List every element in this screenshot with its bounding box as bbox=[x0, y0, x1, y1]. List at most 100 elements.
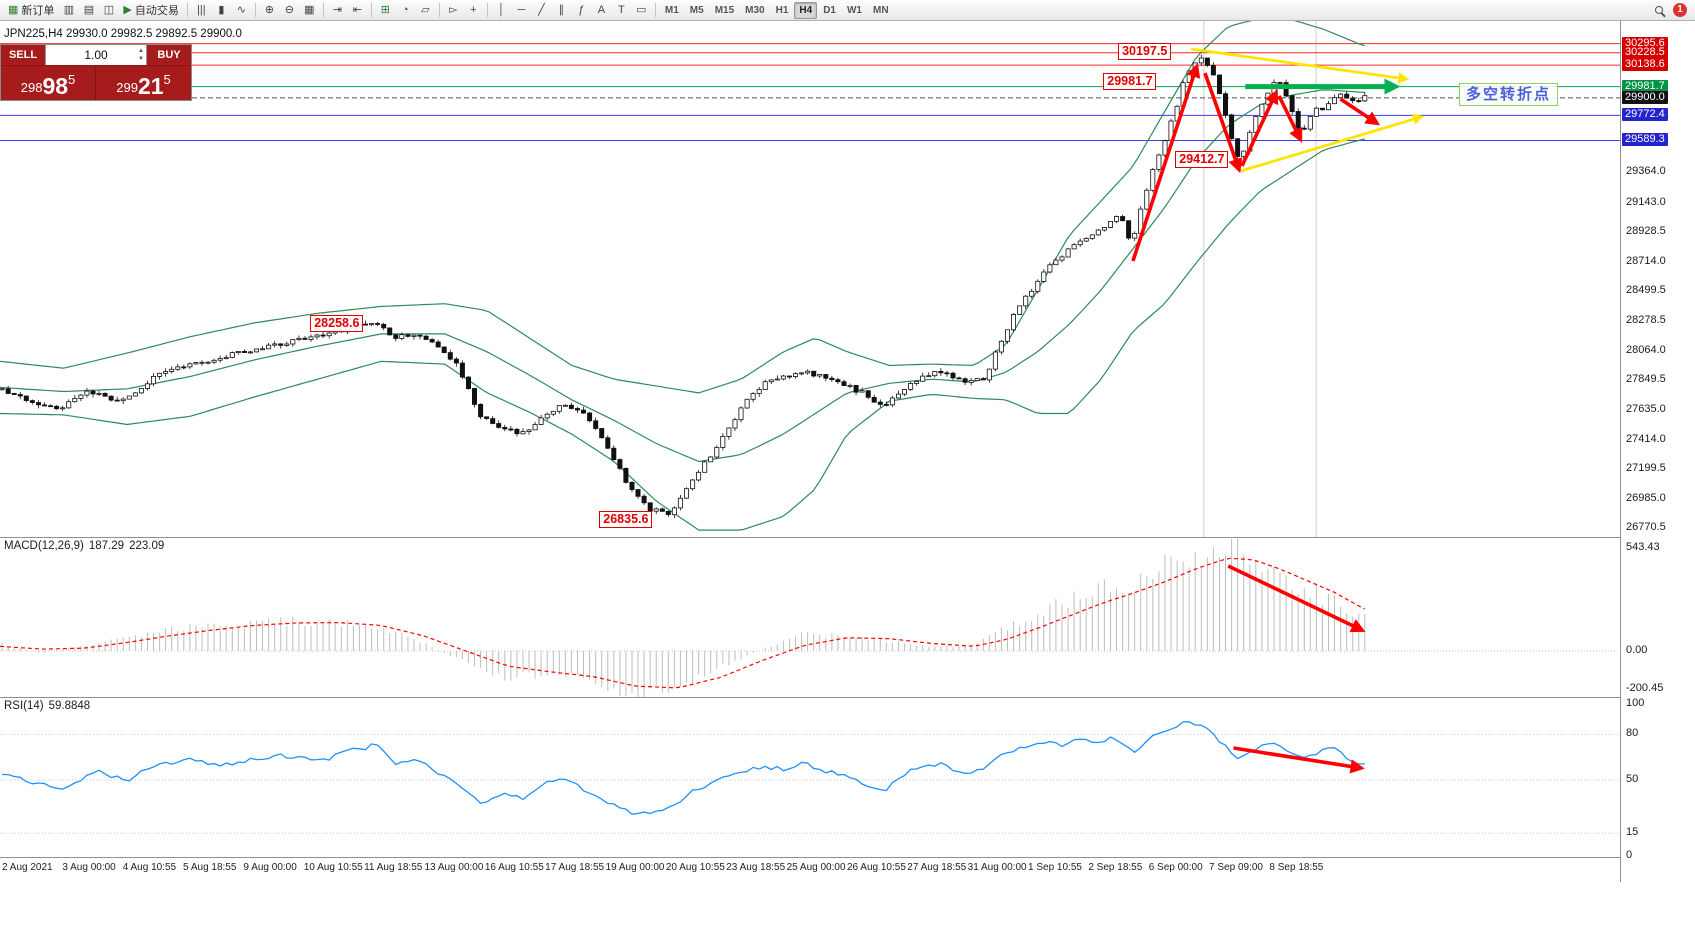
templates-icon: ▱ bbox=[421, 3, 430, 16]
price-callout[interactable]: 29412.7 bbox=[1175, 151, 1229, 168]
line-chart-button[interactable]: ∿ bbox=[232, 2, 251, 19]
zoom-in-icon: ⊕ bbox=[264, 3, 274, 16]
time-label: 2 Aug 2021 bbox=[2, 862, 53, 873]
price-axis[interactable]: 29364.0 29143.0 28928.5 28714.0 28499.5 28278… bbox=[1620, 21, 1695, 882]
timeframe-d1-button[interactable]: D1 bbox=[823, 4, 836, 16]
crosshair-button[interactable]: + bbox=[464, 2, 483, 19]
data-window-button[interactable]: ▤ bbox=[79, 2, 98, 19]
time-label: 27 Aug 18:55 bbox=[907, 862, 967, 873]
rsi-scale-label: 100 bbox=[1626, 697, 1645, 709]
timeframe-m5-button[interactable]: M5 bbox=[689, 4, 704, 16]
price-callout[interactable]: 30197.5 bbox=[1118, 43, 1172, 60]
timeframe-h1-button[interactable]: H1 bbox=[775, 4, 789, 16]
symbol-info: JPN225,H4 29930.0 29982.5 29892.5 29900.… bbox=[4, 28, 242, 40]
periods-icon: ◔ bbox=[402, 3, 409, 16]
horizontal-line-button[interactable]: ─ bbox=[512, 2, 531, 19]
rsi-canvas[interactable] bbox=[0, 698, 1620, 857]
buy-button[interactable]: BUY bbox=[147, 45, 191, 65]
red-arrow[interactable] bbox=[1131, 62, 1201, 262]
red-arrow[interactable] bbox=[1203, 72, 1243, 174]
buy-price-base: 299 bbox=[116, 80, 138, 95]
turning-point-note[interactable]: 多空转折点 bbox=[1459, 83, 1559, 106]
price-scale-label: 29143.0 bbox=[1626, 196, 1666, 208]
bar-chart-icon: ||| bbox=[197, 3, 206, 16]
new-order-icon: ▦ bbox=[8, 3, 19, 16]
macd-canvas[interactable] bbox=[0, 538, 1620, 697]
market-watch-button[interactable]: ▥ bbox=[59, 2, 78, 19]
search-button[interactable] bbox=[1649, 2, 1668, 19]
candlestick-chart-button[interactable]: ▮ bbox=[212, 2, 231, 19]
notification-badge[interactable]: 1 bbox=[1673, 3, 1687, 17]
navigator-button[interactable]: ◫ bbox=[99, 2, 118, 19]
horizontal-level-lines[interactable] bbox=[0, 43, 1620, 141]
red-arrow[interactable] bbox=[1240, 89, 1279, 167]
time-axis[interactable]: 2 Aug 2021 3 Aug 00:00 4 Aug 10:55 5 Aug 18… bbox=[0, 857, 1620, 882]
sell-price[interactable]: 298 98 5 bbox=[1, 66, 96, 100]
buy-price[interactable]: 299 21 5 bbox=[96, 66, 191, 100]
periods-button[interactable]: ◔ bbox=[396, 2, 415, 19]
red-arrow[interactable] bbox=[1233, 746, 1365, 774]
timeframe-w1-button[interactable]: W1 bbox=[846, 4, 862, 16]
bar-chart-button[interactable]: ||| bbox=[192, 2, 211, 19]
fibonacci-button[interactable]: ƒ bbox=[572, 2, 591, 19]
timeframe-h4-button[interactable]: H4 bbox=[794, 1, 818, 19]
cursor-button[interactable]: ▻ bbox=[444, 2, 463, 19]
navigator-icon: ◫ bbox=[103, 3, 115, 16]
volume-input[interactable]: 1.00 ▲ ▼ bbox=[45, 45, 147, 65]
volume-spinner[interactable]: ▲ ▼ bbox=[138, 47, 144, 63]
sell-button[interactable]: SELL bbox=[1, 45, 45, 65]
templates-button[interactable]: ▱ bbox=[416, 2, 435, 19]
sell-price-sup: 5 bbox=[68, 72, 76, 87]
main-chart-canvas[interactable] bbox=[0, 21, 1620, 537]
text-button[interactable]: A bbox=[592, 2, 611, 19]
tile-windows-button[interactable]: ▦ bbox=[300, 2, 319, 19]
yellow-trendline[interactable] bbox=[1240, 113, 1425, 173]
red-arrow[interactable] bbox=[1277, 95, 1303, 143]
price-callout[interactable]: 28258.6 bbox=[310, 315, 364, 332]
red-arrow[interactable] bbox=[1227, 564, 1366, 633]
buy-price-sup: 5 bbox=[163, 72, 171, 87]
bid-price-flag: 29900.0 bbox=[1622, 91, 1668, 104]
price-scale-label: 27849.5 bbox=[1626, 373, 1666, 385]
channel-button[interactable]: ∥ bbox=[552, 2, 571, 19]
data-window-icon: ▤ bbox=[83, 3, 95, 16]
label-button[interactable]: T bbox=[612, 2, 631, 19]
channel-icon: ∥ bbox=[558, 3, 565, 16]
trendline-button[interactable]: ╱ bbox=[532, 2, 551, 19]
yellow-trendline[interactable] bbox=[1190, 47, 1410, 84]
price-line-flag: 29589.3 bbox=[1622, 133, 1668, 146]
macd-signal-line bbox=[0, 557, 1365, 689]
price-scale-label: 28064.0 bbox=[1626, 344, 1666, 356]
indicators-button[interactable]: ⊞ bbox=[376, 2, 395, 19]
timeframe-m15-button[interactable]: M15 bbox=[714, 4, 735, 16]
chart-shift-button[interactable]: ⇤ bbox=[348, 2, 367, 19]
time-label: 5 Aug 18:55 bbox=[183, 862, 237, 873]
timeframe-m1-button[interactable]: M1 bbox=[664, 4, 679, 16]
price-callout[interactable]: 26835.6 bbox=[599, 511, 653, 528]
auto-scroll-button[interactable]: ⇥ bbox=[328, 2, 347, 19]
time-label: 31 Aug 00:00 bbox=[967, 862, 1027, 873]
zoom-out-button[interactable]: ⊖ bbox=[280, 2, 299, 19]
vertical-line-icon: │ bbox=[497, 3, 505, 16]
shapes-icon: ▭ bbox=[636, 3, 647, 16]
autotrading-button[interactable]: ▶ 自动交易 bbox=[119, 2, 182, 19]
shapes-button[interactable]: ▭ bbox=[632, 2, 651, 19]
macd-scale-label: 543.43 bbox=[1626, 541, 1660, 553]
timeframe-m30-button[interactable]: M30 bbox=[745, 4, 765, 16]
red-arrow[interactable] bbox=[1339, 97, 1381, 126]
macd-label: MACD(12,26,9) bbox=[4, 540, 84, 552]
price-callout[interactable]: 29981.7 bbox=[1103, 73, 1157, 90]
spin-down-icon[interactable]: ▼ bbox=[138, 56, 144, 62]
zoom-in-button[interactable]: ⊕ bbox=[260, 2, 279, 19]
rsi-scale-label: 80 bbox=[1626, 727, 1639, 739]
timeframe-mn-button[interactable]: MN bbox=[872, 4, 889, 16]
vertical-line-button[interactable]: │ bbox=[492, 2, 511, 19]
new-order-button[interactable]: ▦ 新订单 bbox=[4, 2, 58, 19]
rsi-header: RSI(14) 59.8848 bbox=[4, 700, 95, 712]
price-scale-label: 29364.0 bbox=[1626, 165, 1666, 177]
new-order-button-label: 新订单 bbox=[21, 5, 55, 17]
price-scale-label: 28714.0 bbox=[1626, 255, 1666, 267]
spin-up-icon[interactable]: ▲ bbox=[138, 48, 144, 54]
rsi-scale-label: 15 bbox=[1626, 826, 1639, 838]
one-click-trading-panel: SELL 1.00 ▲ ▼ BUY 298 98 5 299 21 5 bbox=[0, 44, 192, 101]
